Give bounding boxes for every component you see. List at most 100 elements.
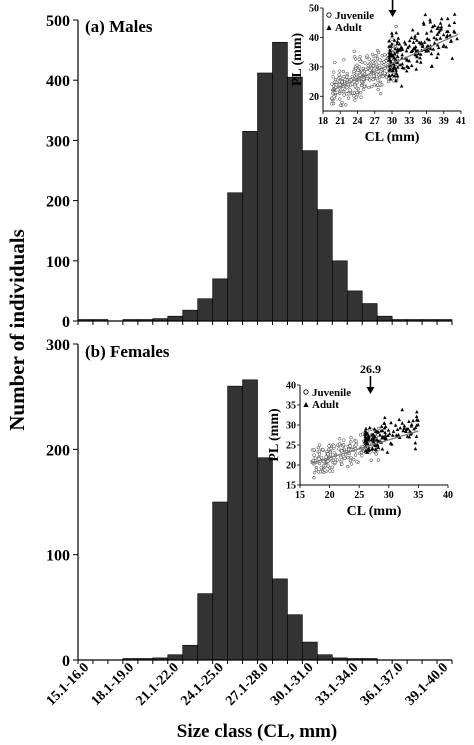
bar-26.1-27.0 bbox=[242, 131, 258, 322]
inset-point-adult bbox=[439, 16, 444, 21]
y-tick-label-100: 100 bbox=[46, 548, 70, 565]
inset-point-adult bbox=[383, 433, 388, 437]
inset-point-juvenile bbox=[348, 458, 353, 463]
inset-point-adult bbox=[441, 44, 445, 48]
inset-x-tick-label: 39 bbox=[439, 116, 449, 127]
inset-x-tick-label: 30 bbox=[387, 116, 397, 127]
inset-point-adult bbox=[422, 40, 427, 44]
panel-males-title: (a) Males bbox=[85, 17, 153, 36]
inset-point-adult bbox=[446, 29, 450, 33]
inset-point-juvenile bbox=[314, 468, 319, 472]
inset-point-adult bbox=[411, 418, 415, 423]
bar-24.1-25.0 bbox=[212, 501, 228, 661]
inset-point-adult bbox=[430, 64, 434, 68]
inset-point-adult bbox=[400, 47, 405, 51]
inset-y-tick-label: 15 bbox=[286, 481, 296, 492]
inset-point-juvenile bbox=[374, 452, 378, 456]
inset-point-adult bbox=[414, 434, 419, 438]
inset-y-label: PL (mm) bbox=[290, 33, 305, 87]
inset-point-adult bbox=[409, 35, 414, 40]
inset-point-juvenile bbox=[362, 84, 367, 88]
inset-point-juvenile bbox=[340, 449, 344, 453]
inset-point-juvenile bbox=[317, 452, 322, 456]
females-inset: 15 20 25 30 35 40 15 20 25 30 35 40 CL (mm) PL (mm) 26… bbox=[267, 362, 453, 519]
inset-point-adult bbox=[423, 12, 428, 17]
inset-point-adult bbox=[413, 446, 418, 451]
inset-point-juvenile bbox=[361, 70, 365, 75]
inset-point-adult bbox=[386, 433, 390, 437]
bar-28.1-29.0 bbox=[272, 41, 288, 322]
inset-point-juvenile bbox=[352, 55, 357, 59]
inset-point-adult bbox=[413, 44, 418, 49]
inset-point-juvenile bbox=[341, 87, 345, 91]
inset-point-juvenile bbox=[338, 97, 342, 101]
inset-point-juvenile bbox=[320, 456, 324, 460]
inset-point-adult bbox=[380, 428, 385, 433]
inset-point-adult bbox=[393, 57, 398, 61]
inset-point-adult bbox=[402, 426, 407, 430]
inset-point-adult bbox=[397, 42, 402, 46]
inset-point-adult bbox=[413, 425, 418, 430]
inset-point-adult bbox=[392, 38, 397, 42]
inset-point-adult bbox=[417, 40, 422, 44]
inset-point-adult bbox=[391, 54, 395, 58]
inset-point-adult bbox=[439, 25, 444, 29]
inset-point-juvenile bbox=[332, 444, 336, 448]
inset-point-adult bbox=[406, 45, 410, 50]
inset-arrow-head bbox=[366, 387, 375, 394]
inset-point-juvenile bbox=[376, 87, 380, 92]
inset-point-juvenile bbox=[312, 471, 317, 475]
inset-point-adult bbox=[455, 36, 459, 41]
inset-point-juvenile bbox=[349, 436, 353, 440]
inset-point-juvenile bbox=[355, 81, 359, 85]
inset-point-adult bbox=[405, 57, 409, 62]
inset-point-adult bbox=[371, 440, 376, 444]
inset-point-adult bbox=[392, 51, 397, 56]
inset-point-adult bbox=[415, 54, 419, 59]
inset-point-juvenile bbox=[330, 469, 335, 473]
inset-point-adult bbox=[363, 429, 368, 433]
inset-point-juvenile bbox=[337, 73, 341, 77]
inset-point-adult bbox=[376, 445, 380, 449]
females-axes: 0 100 200 300 bbox=[46, 337, 453, 670]
inset-point-adult bbox=[414, 414, 419, 418]
females-bars bbox=[122, 379, 378, 661]
inset-x-tick-label: 36 bbox=[422, 116, 432, 127]
inset-point-adult bbox=[444, 35, 449, 39]
inset-point-juvenile bbox=[346, 455, 350, 460]
males-axes: 0 100 200 300 400 500 bbox=[46, 13, 453, 331]
inset-point-juvenile bbox=[371, 77, 375, 82]
inset-point-juvenile bbox=[350, 74, 354, 79]
inset-point-juvenile bbox=[326, 459, 330, 463]
bar-30.1-31.0 bbox=[302, 641, 318, 661]
inset-point-juvenile bbox=[312, 476, 316, 480]
inset-legend-juvenile: Juvenile bbox=[312, 387, 351, 399]
inset-point-adult bbox=[431, 47, 436, 51]
inset-point-adult bbox=[400, 62, 405, 66]
inset-point-adult bbox=[387, 58, 392, 62]
inset-x-tick-label: 24 bbox=[353, 116, 363, 127]
inset-point-juvenile bbox=[328, 469, 332, 473]
inset-point-adult bbox=[387, 44, 391, 48]
inset-point-adult bbox=[383, 424, 388, 429]
y-tick-label-0: 0 bbox=[62, 653, 70, 670]
bar-30.1-31.0 bbox=[302, 150, 318, 322]
inset-point-adult bbox=[394, 71, 399, 75]
inset-point-juvenile bbox=[333, 60, 337, 65]
inset-point-adult bbox=[452, 12, 457, 16]
inset-point-adult bbox=[385, 450, 390, 454]
inset-point-juvenile bbox=[353, 84, 357, 88]
inset-point-juvenile bbox=[312, 453, 316, 457]
inset-point-adult bbox=[406, 65, 411, 69]
inset-point-juvenile bbox=[326, 464, 330, 468]
inset-point-juvenile bbox=[394, 76, 399, 81]
inset-point-adult bbox=[428, 46, 433, 51]
inset-point-adult bbox=[387, 73, 391, 78]
inset-point-adult bbox=[386, 428, 391, 432]
inset-point-juvenile bbox=[359, 95, 363, 99]
inset-point-adult bbox=[391, 429, 396, 433]
inset-point-juvenile bbox=[330, 465, 335, 469]
inset-point-juvenile bbox=[342, 93, 346, 97]
inset-point-juvenile bbox=[348, 444, 352, 448]
